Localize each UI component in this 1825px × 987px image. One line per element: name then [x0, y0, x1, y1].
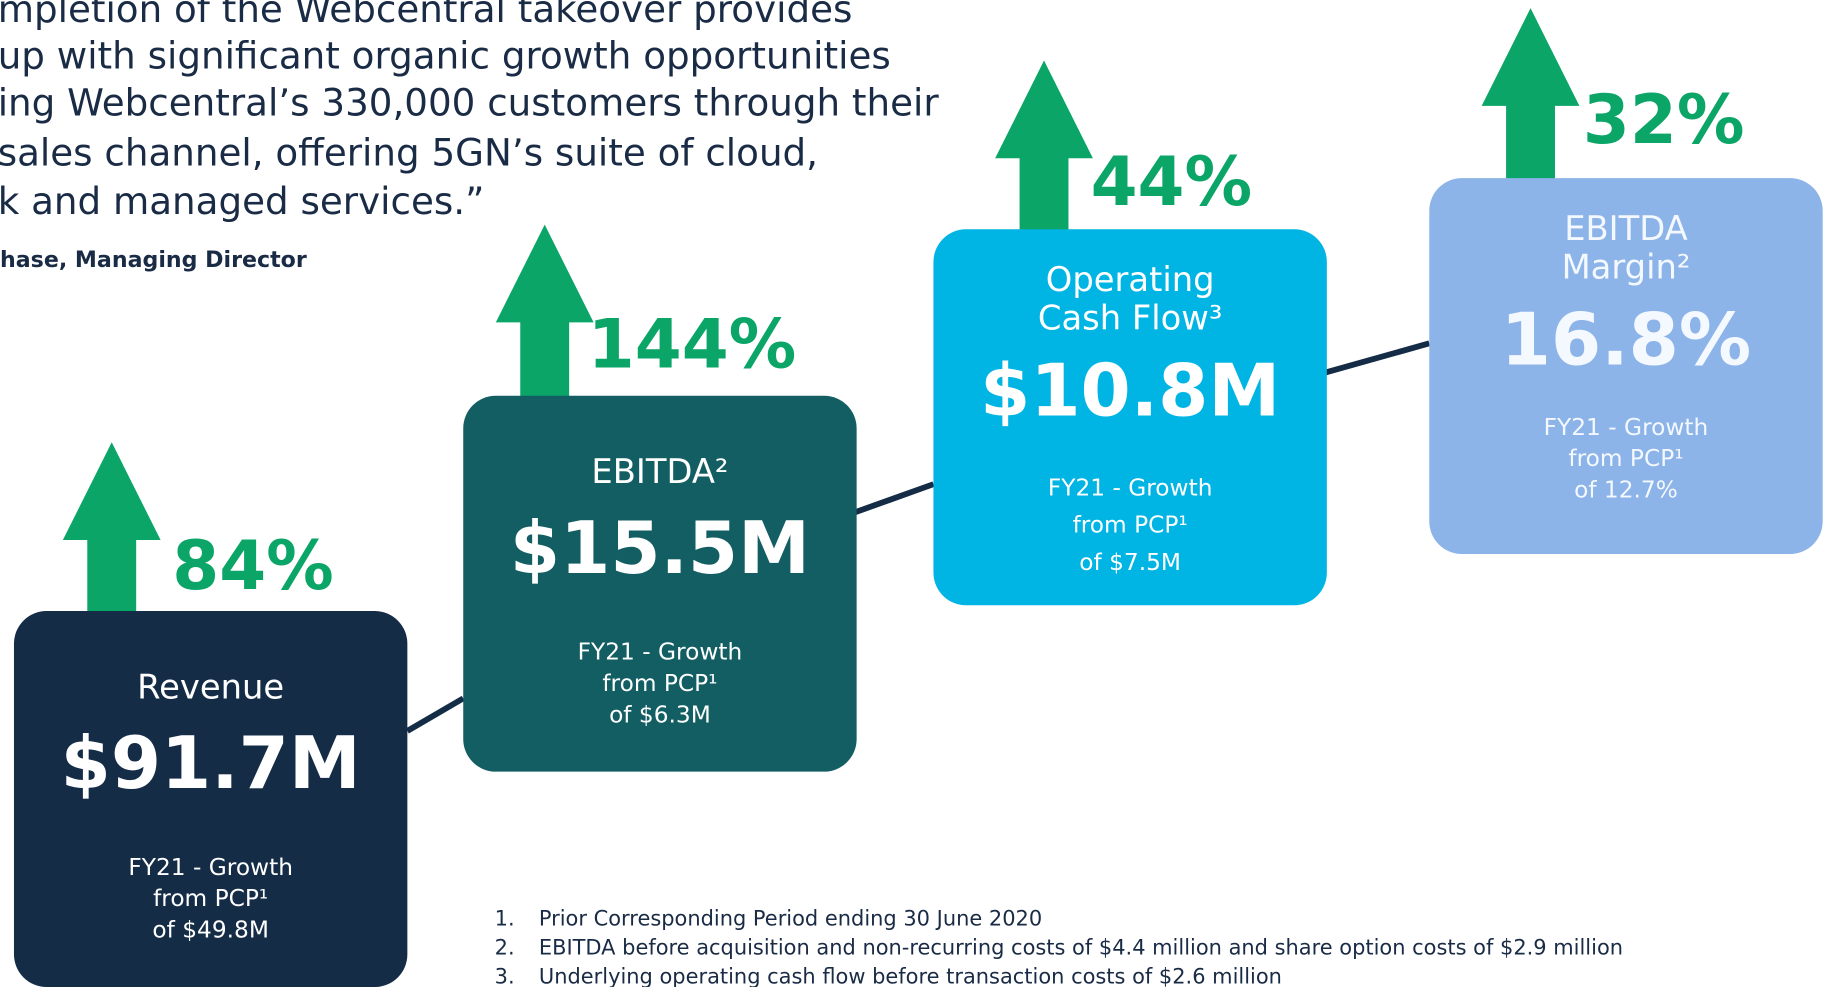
footnote-text: EBITDA before acquisition and non-recurr…	[539, 936, 1623, 960]
card-detail: from PCP¹	[153, 885, 268, 912]
footnote-number: 3.	[495, 965, 515, 987]
quote-line: ing Webcentral’s 330,000 customers throu…	[0, 80, 939, 124]
growth-arrow	[495, 224, 594, 402]
quote-line: k and managed services.”	[0, 179, 484, 223]
connector	[854, 481, 935, 515]
connector	[405, 695, 465, 734]
card-value: $91.7M	[61, 722, 361, 806]
card	[933, 229, 1327, 606]
quote-line: up with significant organic growth oppor…	[0, 34, 891, 78]
quote-line: mpletion of the Webcentral takeover prov…	[0, 0, 852, 31]
growth-percent: 144%	[588, 305, 797, 384]
card	[13, 611, 408, 987]
footnote-number: 1.	[495, 906, 515, 930]
card-detail: FY21 - Growth	[578, 638, 743, 665]
card-value: $10.8M	[980, 350, 1280, 434]
card-title: Operating	[1046, 260, 1215, 299]
card-title: Margin²	[1562, 247, 1691, 286]
card-title: Cash Flow³	[1038, 299, 1223, 338]
growth-percent: 84%	[172, 526, 334, 605]
card-title: Revenue	[137, 668, 284, 707]
quote-attribution: hase, Managing Director	[0, 247, 307, 273]
footnote-text: Underlying operating cash flow before tr…	[539, 965, 1282, 987]
card	[1429, 178, 1823, 555]
card-detail: of $7.5M	[1079, 549, 1181, 576]
card-title: EBITDA	[1564, 209, 1688, 248]
growth-percent: 44%	[1091, 142, 1253, 221]
growth-arrow	[1481, 8, 1580, 184]
growth-arrow	[995, 60, 1093, 236]
card-detail: FY21 - Growth	[1048, 474, 1213, 501]
card-detail: FY21 - Growth	[1544, 414, 1709, 441]
footnote-number: 2.	[495, 936, 515, 960]
card	[463, 395, 857, 772]
growth-arrow	[62, 442, 161, 617]
connector	[1324, 340, 1431, 376]
card-value: 16.8%	[1501, 299, 1751, 383]
card-title: EBITDA²	[591, 452, 728, 491]
growth-percent: 32%	[1583, 80, 1745, 159]
footnote-text: Prior Corresponding Period ending 30 Jun…	[539, 906, 1042, 930]
card-detail: of $6.3M	[609, 701, 711, 728]
quote-line: sales channel, offering 5GN’s suite of c…	[0, 130, 818, 174]
card-detail: from PCP¹	[1568, 445, 1683, 472]
card-detail: from PCP¹	[602, 670, 717, 697]
card-detail: of 12.7%	[1574, 477, 1678, 504]
card-value: $15.5M	[510, 507, 810, 591]
card-detail: from PCP¹	[1073, 512, 1188, 539]
card-detail: of $49.8M	[152, 917, 269, 944]
card-detail: FY21 - Growth	[128, 854, 293, 881]
